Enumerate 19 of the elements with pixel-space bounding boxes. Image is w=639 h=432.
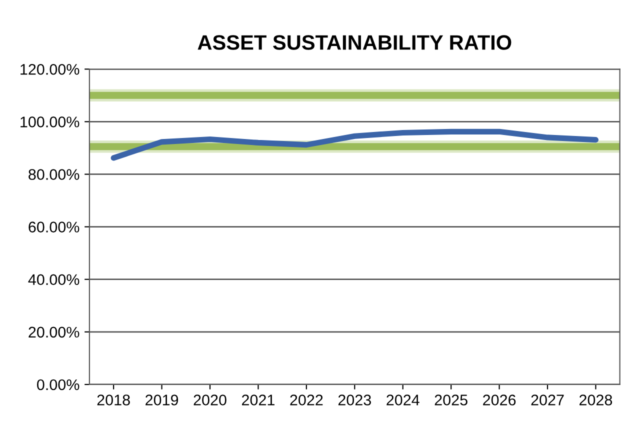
- y-tick-label: 0.00%: [37, 379, 80, 390]
- y-tick-label: 80.00%: [28, 169, 80, 180]
- chart-title: ASSET SUSTAINABILITY RATIO: [198, 35, 512, 50]
- y-tick-label: 40.00%: [28, 274, 80, 286]
- y-tick-label: 20.00%: [28, 326, 80, 338]
- x-tick-label: 2028: [580, 394, 612, 406]
- y-tick-label: 120.00%: [20, 64, 80, 75]
- y-tick-label: 100.00%: [20, 116, 80, 128]
- x-tick-label: 2023: [338, 394, 371, 406]
- x-tick-label: 2019: [146, 394, 178, 406]
- x-tick-label: 2022: [290, 394, 323, 406]
- x-tick-label: 2025: [434, 394, 468, 406]
- x-tick-label: 2020: [194, 394, 226, 406]
- y-tick-label: 60.00%: [28, 222, 80, 232]
- x-tick-label: 2027: [531, 394, 564, 406]
- x-tick-label: 2024: [386, 394, 420, 406]
- x-tick-label: 2021: [242, 394, 274, 406]
- x-tick-label: 2018: [97, 394, 130, 406]
- x-tick-label: 2026: [483, 394, 516, 406]
